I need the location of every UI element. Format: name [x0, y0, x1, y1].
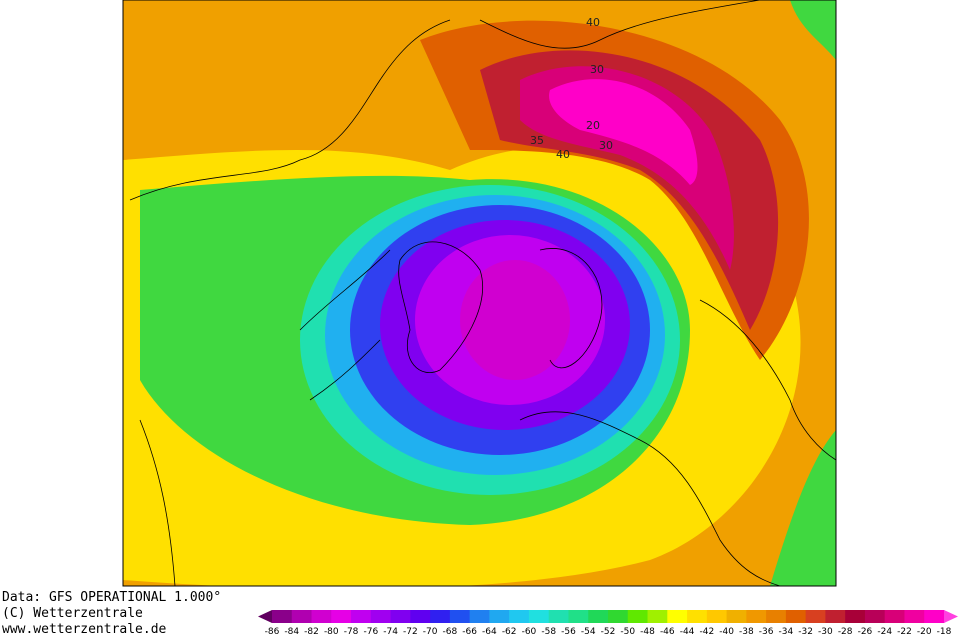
credits: Data: GFS OPERATIONAL 1.000°(C) Wetterze… — [2, 590, 221, 636]
credit-line: (C) Wetterzentrale — [2, 606, 143, 621]
legend-swatch — [667, 610, 688, 623]
map — [123, 0, 836, 586]
legend-swatch — [924, 610, 945, 623]
legend-label: -42 — [699, 627, 714, 636]
legend-label: -58 — [541, 627, 556, 636]
legend-label: -68 — [443, 627, 458, 636]
legend-swatch — [647, 610, 668, 623]
legend-label: -38 — [739, 627, 754, 636]
contour-label: 40 — [556, 148, 570, 161]
legend-swatch — [528, 610, 550, 623]
legend-arrow-left — [258, 610, 272, 623]
legend-swatch — [509, 610, 530, 623]
legend-label: -30 — [818, 627, 833, 636]
legend-swatch — [687, 610, 708, 623]
legend-label: -80 — [324, 627, 339, 636]
legend-label: -40 — [719, 627, 734, 636]
contour-label: 30 — [599, 139, 613, 152]
legend-label: -72 — [403, 627, 418, 636]
legend-swatch — [351, 610, 372, 623]
legend-label: -18 — [937, 627, 952, 636]
legend-label: -56 — [561, 627, 576, 636]
map-frame — [122, 0, 837, 587]
legend-label: -46 — [660, 627, 675, 636]
edge-green — [770, 0, 836, 586]
legend-label: -28 — [838, 627, 853, 636]
legend-label: -66 — [462, 627, 477, 636]
legend-swatch — [449, 610, 471, 623]
legend-swatch — [430, 610, 451, 623]
legend-swatch — [390, 610, 411, 623]
legend-swatch — [766, 610, 787, 623]
legend-label: -24 — [877, 627, 892, 636]
legend-swatch — [370, 610, 392, 623]
legend-swatch — [311, 610, 332, 623]
contour-label: 20 — [586, 119, 600, 132]
legend-swatch — [904, 610, 925, 623]
legend-label: -62 — [502, 627, 517, 636]
legend-label: -32 — [798, 627, 813, 636]
legend-swatch — [272, 610, 293, 623]
legend-swatch — [726, 610, 747, 623]
legend-swatch — [489, 610, 510, 623]
legend-label: -70 — [423, 627, 438, 636]
legend-swatch — [884, 610, 905, 623]
legend-swatch — [568, 610, 589, 623]
legend-swatch — [608, 610, 629, 623]
warm-core — [549, 79, 698, 185]
legend-label: -20 — [917, 627, 932, 636]
legend-label: -26 — [858, 627, 873, 636]
legend-label: -78 — [344, 627, 359, 636]
legend-swatch — [469, 610, 490, 623]
color-legend: -86 -84 -82 -80 -78 -76 -74 -72 -70 -68 -66 -64 -62-… — [258, 610, 958, 636]
contour-labels: 40 30 20 35 40 30 — [530, 16, 613, 161]
credit-line: Data: GFS OPERATIONAL 1.000° — [2, 590, 221, 605]
legend-swatch — [845, 610, 866, 623]
credit-line: www.wetterzentrale.de — [2, 622, 167, 636]
legend-swatch — [706, 610, 728, 623]
legend-swatch — [627, 610, 649, 623]
legend-swatch — [588, 610, 609, 623]
legend-swatch — [331, 610, 352, 623]
coastlines — [129, 0, 836, 586]
legend-swatch — [785, 610, 807, 623]
legend-label: -44 — [680, 627, 695, 636]
band-magenta — [460, 260, 570, 380]
legend-label: -22 — [897, 627, 912, 636]
legend-label: -52 — [601, 627, 616, 636]
legend-swatch — [746, 610, 767, 623]
legend-label: -86 — [265, 627, 280, 636]
legend-label: -74 — [383, 627, 398, 636]
legend-label: -50 — [620, 627, 635, 636]
legend-swatch — [825, 610, 846, 623]
legend-label: -34 — [779, 627, 794, 636]
contour-label: 40 — [586, 16, 600, 29]
legend-label: -82 — [304, 627, 319, 636]
legend-label: -54 — [581, 627, 596, 636]
contour-label: 35 — [530, 134, 544, 147]
legend-swatch — [548, 610, 569, 623]
legend-label: -76 — [363, 627, 378, 636]
legend-swatch — [864, 610, 886, 623]
legend-arrow-right — [944, 610, 958, 623]
legend-swatch — [410, 610, 431, 623]
legend-label: -36 — [759, 627, 774, 636]
legend-label: -60 — [522, 627, 537, 636]
legend-label: -48 — [640, 627, 655, 636]
legend-swatch — [291, 610, 313, 623]
legend-label: -64 — [482, 627, 497, 636]
legend-label: -84 — [284, 627, 299, 636]
legend-swatch — [805, 610, 826, 623]
contour-label: 30 — [590, 63, 604, 76]
